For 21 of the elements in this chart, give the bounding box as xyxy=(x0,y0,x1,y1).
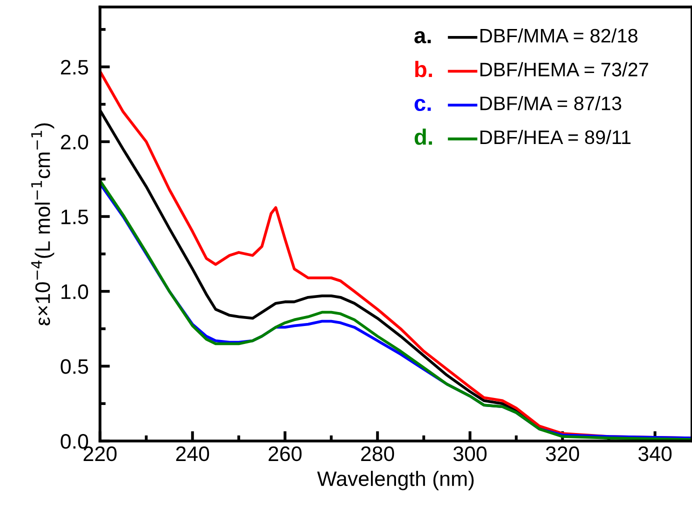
y-tick-label: 0.5 xyxy=(60,359,88,374)
x-tick-label: 240 xyxy=(176,446,210,462)
legend-label: DBF/MMA = 82/18 xyxy=(480,28,638,43)
x-axis-title: Wavelength (nm) xyxy=(317,470,474,490)
x-tick-label: 340 xyxy=(638,446,672,462)
x-tick-label: 320 xyxy=(546,446,580,462)
y-tick-label: 1.5 xyxy=(62,210,88,224)
x-tick-label: 280 xyxy=(361,446,394,462)
y-tick-label: 2.0 xyxy=(60,134,88,150)
annotation: a. xyxy=(414,31,431,44)
annotation: b. xyxy=(415,60,432,78)
annotation: d. xyxy=(414,128,432,145)
y-axis-title: ε×10$^{−4}$(L mol$^{−1}$cm$^{−1}$) xyxy=(31,123,54,326)
legend-label: DBF/MA = 87/13 xyxy=(480,96,622,110)
legend-label: DBF/HEA = 89/11 xyxy=(480,130,631,144)
annotation: c. xyxy=(414,98,431,112)
x-tick-label: 260 xyxy=(268,446,302,462)
legend-label: DBF/HEMA = 73/27 xyxy=(480,62,648,76)
x-tick-label: 300 xyxy=(453,446,487,462)
y-tick-label: 1.0 xyxy=(62,284,88,300)
y-tick-label: 2.5 xyxy=(60,60,88,75)
